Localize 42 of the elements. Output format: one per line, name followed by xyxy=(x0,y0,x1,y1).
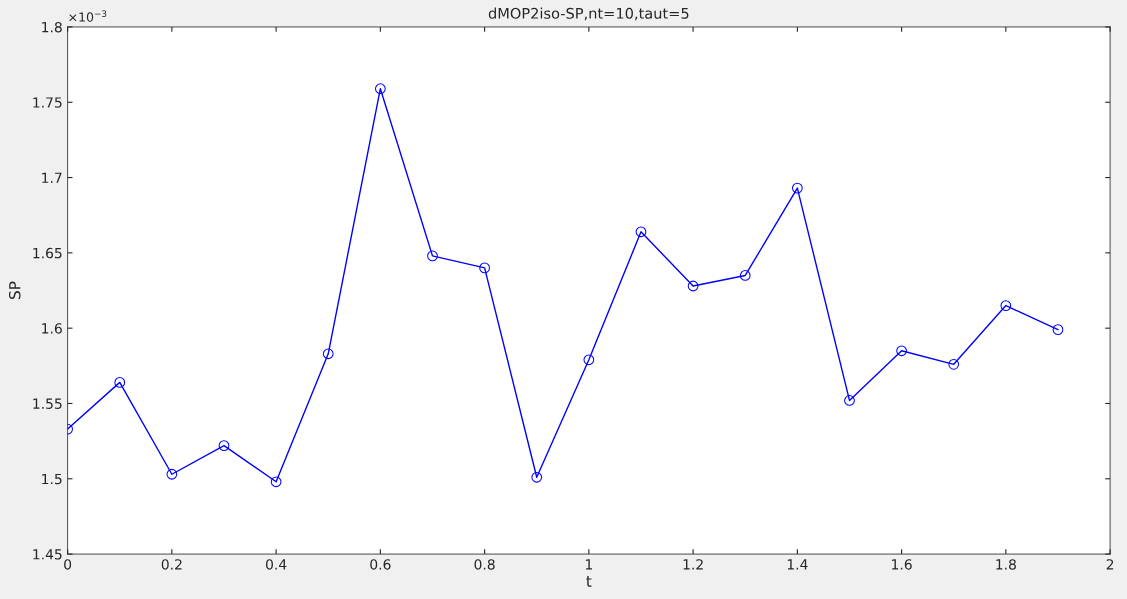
point xyxy=(114,377,126,388)
point xyxy=(635,226,647,238)
x-tick-label: 1.4 xyxy=(787,559,808,570)
text: ×10$^{−3}$ xyxy=(69,10,107,22)
chart-title: dMOP2iso-SP,nt=10,taut=5 xyxy=(488,7,689,21)
point xyxy=(896,345,907,357)
point xyxy=(948,358,960,370)
y-tick-label: 1.75 xyxy=(33,97,62,108)
point xyxy=(791,182,803,194)
x-tick-label: 1 xyxy=(585,559,592,570)
y-tick-label: 1.65 xyxy=(33,247,62,259)
y-axis-title: SP xyxy=(8,281,21,299)
x-tick-label: 1.2 xyxy=(683,559,703,570)
point xyxy=(844,395,855,406)
point xyxy=(270,476,282,488)
point xyxy=(1052,324,1064,336)
point xyxy=(687,280,699,292)
y-tick-label: 1.45 xyxy=(33,549,62,560)
point xyxy=(374,83,386,95)
point xyxy=(1000,300,1012,311)
x-tick-label: 1.8 xyxy=(996,559,1016,570)
point xyxy=(218,440,230,452)
x-tick-label: 0.6 xyxy=(370,559,391,570)
x-tick-label: 1.6 xyxy=(892,559,912,570)
y-tick-label: 1.5 xyxy=(42,473,62,485)
point xyxy=(531,471,543,483)
x-axis-title: t xyxy=(586,576,592,587)
x-tick-label: 0.8 xyxy=(474,559,495,570)
point xyxy=(479,262,490,274)
point xyxy=(322,348,334,360)
x-tick-label: 0 xyxy=(64,559,72,570)
y-tick-label: 1.55 xyxy=(33,398,62,409)
x-tick-label: 2 xyxy=(1106,559,1114,570)
y-tick-label: 1.8 xyxy=(42,21,62,33)
x-tick-label: 0.2 xyxy=(161,559,182,570)
point xyxy=(739,270,751,281)
y-tick-label: 1.7 xyxy=(42,172,62,183)
point xyxy=(583,354,595,366)
point xyxy=(166,468,178,480)
x-tick-label: 0.4 xyxy=(265,559,287,570)
point xyxy=(427,250,438,262)
y-tick-label: 1.6 xyxy=(42,323,62,334)
